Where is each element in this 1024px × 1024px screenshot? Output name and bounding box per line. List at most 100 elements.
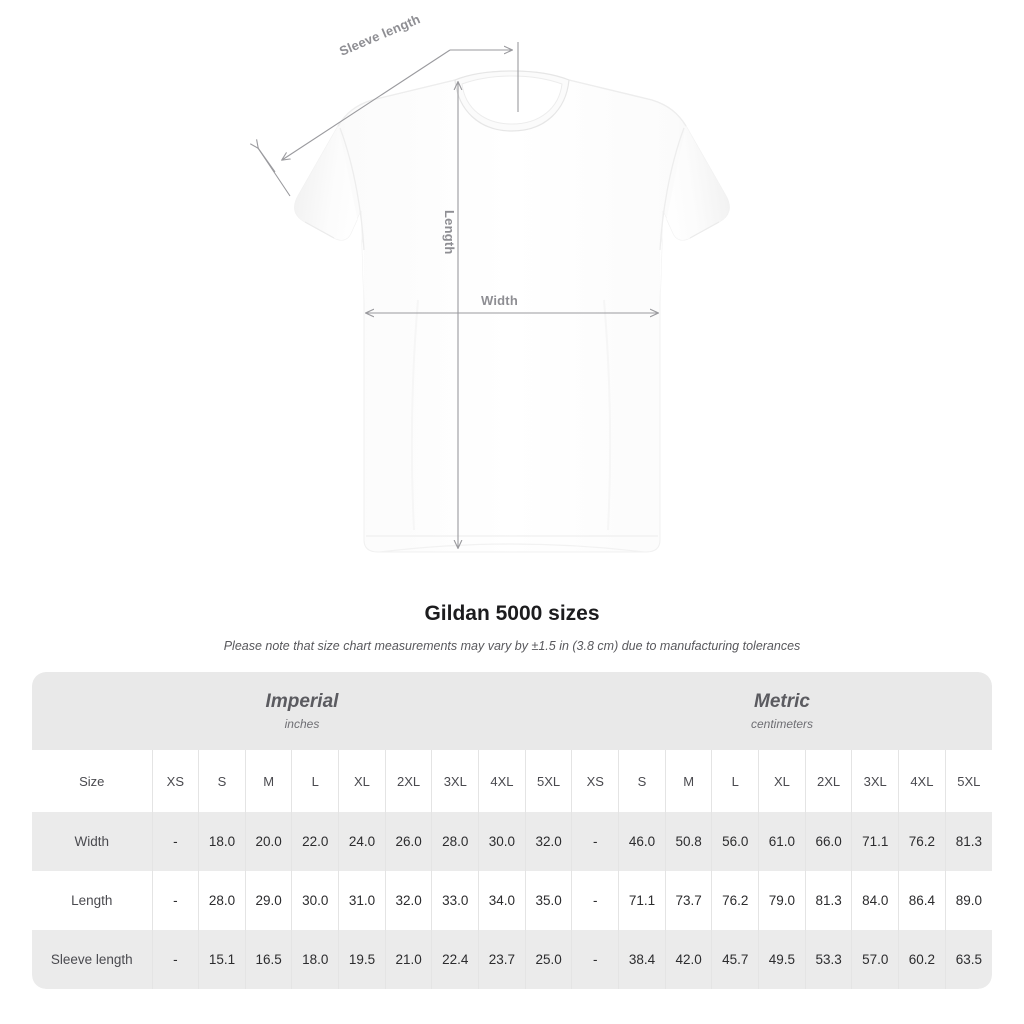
column-header-size: Size <box>32 750 152 812</box>
table-row: Width -18.0 20.0 22.0 24.0 26.0 28.0 30.0 32.0-4… <box>32 812 992 871</box>
column-header-metric-4xl: 4XL <box>898 750 946 812</box>
cell-sleeve-length-imperial-2xl: 21.0 <box>384 930 432 989</box>
cell-length-imperial-xs: - <box>151 871 199 930</box>
table-row: Length -28.0 29.0 30.0 31.0 32.0 33.0 34.0 35.0-… <box>32 871 992 930</box>
cell-width-imperial-5xl: 32.0 <box>524 812 572 871</box>
table-row: Sleeve length -15.1 16.5 18.0 19.5 21.0 22.4 23… <box>32 930 992 989</box>
column-header-imperial-s: S <box>198 750 246 812</box>
unit-sub-imperial: inches <box>284 716 320 731</box>
cell-length-imperial-2xl: 32.0 <box>384 871 432 930</box>
size-chart-table-wrapper: Imperial inches Metric centimeters Size X… <box>32 672 992 989</box>
size-chart-table: Imperial inches Metric centimeters Size X… <box>32 672 992 989</box>
cell-width-imperial-l: 22.0 <box>291 812 339 871</box>
column-header-imperial-xl: XL <box>338 750 386 812</box>
unit-cell-imperial: Imperial inches <box>32 672 572 750</box>
cell-length-metric-4xl: 86.4 <box>898 871 946 930</box>
title-block: Gildan 5000 sizes Please note that size … <box>0 601 1024 654</box>
cell-length-imperial-xl: 31.0 <box>338 871 386 930</box>
row-label-length: Length <box>32 871 152 930</box>
cell-sleeve-length-imperial-m: 16.5 <box>244 930 292 989</box>
row-label-sleeve-length: Sleeve length <box>32 930 152 989</box>
column-header-imperial-xs: XS <box>151 750 199 812</box>
cell-length-metric-xl: 79.0 <box>758 871 806 930</box>
length-label: Length <box>442 210 457 255</box>
cell-length-metric-s: 71.1 <box>618 871 666 930</box>
cell-length-imperial-s: 28.0 <box>198 871 246 930</box>
unit-sub-metric: centimeters <box>750 716 813 731</box>
cell-sleeve-length-metric-xs: - <box>571 930 619 989</box>
cell-width-metric-xs: - <box>571 812 619 871</box>
cell-width-metric-xl: 61.0 <box>758 812 806 871</box>
column-header-metric-3xl: 3XL <box>851 750 899 812</box>
cell-sleeve-length-metric-xl: 49.5 <box>758 930 806 989</box>
size-header-row: Size XS S M L XL 2XL 3XL 4XL 5XL XS S M L XL 2XL 3XL 4XL 5… <box>32 750 992 812</box>
column-header-metric-xs: XS <box>571 750 619 812</box>
cell-width-imperial-4xl: 30.0 <box>478 812 526 871</box>
unit-name-imperial: Imperial <box>265 690 339 712</box>
column-header-metric-5xl: 5XL <box>944 750 992 812</box>
cell-sleeve-length-metric-2xl: 53.3 <box>804 930 852 989</box>
cell-sleeve-length-imperial-5xl: 25.0 <box>524 930 572 989</box>
cell-length-metric-5xl: 89.0 <box>944 871 992 930</box>
column-header-metric-s: S <box>618 750 666 812</box>
cell-width-metric-m: 50.8 <box>664 812 712 871</box>
table-head: Imperial inches Metric centimeters Size X… <box>32 672 992 812</box>
column-header-metric-l: L <box>711 750 759 812</box>
cell-width-imperial-xl: 24.0 <box>338 812 386 871</box>
cell-length-imperial-l: 30.0 <box>291 871 339 930</box>
cell-sleeve-length-metric-m: 42.0 <box>664 930 712 989</box>
cell-length-imperial-m: 29.0 <box>244 871 292 930</box>
cell-length-metric-m: 73.7 <box>664 871 712 930</box>
sleeve-length-dimension <box>258 42 519 197</box>
column-header-imperial-3xl: 3XL <box>431 750 479 812</box>
cell-sleeve-length-metric-s: 38.4 <box>618 930 666 989</box>
column-header-imperial-m: M <box>244 750 292 812</box>
table-body: Width -18.0 20.0 22.0 24.0 26.0 28.0 30.0 32.0-4… <box>32 812 992 989</box>
width-label: Width <box>481 293 518 308</box>
cell-sleeve-length-metric-4xl: 60.2 <box>898 930 946 989</box>
size-chart-illustration: Sleeve length Length Width <box>0 11 730 553</box>
column-header-metric-xl: XL <box>758 750 806 812</box>
cell-width-metric-5xl: 81.3 <box>944 812 992 871</box>
cell-width-metric-3xl: 71.1 <box>851 812 899 871</box>
cell-sleeve-length-metric-5xl: 63.5 <box>944 930 992 989</box>
cell-width-imperial-xs: - <box>151 812 199 871</box>
tolerance-note: Please note that size chart measurements… <box>223 639 801 653</box>
dimension-lines <box>258 42 658 548</box>
cell-length-metric-2xl: 81.3 <box>804 871 852 930</box>
cell-sleeve-length-metric-l: 45.7 <box>711 930 759 989</box>
cell-width-imperial-2xl: 26.0 <box>384 812 432 871</box>
cell-width-metric-4xl: 76.2 <box>898 812 946 871</box>
cell-length-metric-3xl: 84.0 <box>851 871 899 930</box>
tshirt-shape <box>294 70 730 553</box>
row-label-width: Width <box>32 812 152 871</box>
cell-sleeve-length-imperial-l: 18.0 <box>291 930 339 989</box>
cell-sleeve-length-imperial-xs: - <box>151 930 199 989</box>
column-header-metric-m: M <box>664 750 712 812</box>
column-header-imperial-4xl: 4XL <box>478 750 526 812</box>
page-title: Gildan 5000 sizes <box>424 602 600 625</box>
column-header-imperial-5xl: 5XL <box>524 750 572 812</box>
cell-sleeve-length-imperial-xl: 19.5 <box>338 930 386 989</box>
unit-cell-metric: Metric centimeters <box>571 672 992 750</box>
cell-length-metric-xs: - <box>571 871 619 930</box>
column-header-metric-2xl: 2XL <box>804 750 852 812</box>
cell-length-imperial-5xl: 35.0 <box>524 871 572 930</box>
cell-sleeve-length-imperial-4xl: 23.7 <box>478 930 526 989</box>
cell-length-imperial-3xl: 33.0 <box>431 871 479 930</box>
cell-length-metric-l: 76.2 <box>711 871 759 930</box>
cell-width-metric-l: 56.0 <box>711 812 759 871</box>
cell-width-metric-s: 46.0 <box>618 812 666 871</box>
cell-width-metric-2xl: 66.0 <box>804 812 852 871</box>
unit-name-metric: Metric <box>754 690 810 712</box>
cell-width-imperial-s: 18.0 <box>198 812 246 871</box>
column-header-imperial-2xl: 2XL <box>384 750 432 812</box>
cell-sleeve-length-imperial-3xl: 22.4 <box>431 930 479 989</box>
cell-width-imperial-3xl: 28.0 <box>431 812 479 871</box>
cell-length-imperial-4xl: 34.0 <box>478 871 526 930</box>
cell-sleeve-length-metric-3xl: 57.0 <box>851 930 899 989</box>
cell-width-imperial-m: 20.0 <box>244 812 292 871</box>
tshirt-diagram <box>0 42 730 553</box>
column-header-imperial-l: L <box>291 750 339 812</box>
cell-sleeve-length-imperial-s: 15.1 <box>198 930 246 989</box>
